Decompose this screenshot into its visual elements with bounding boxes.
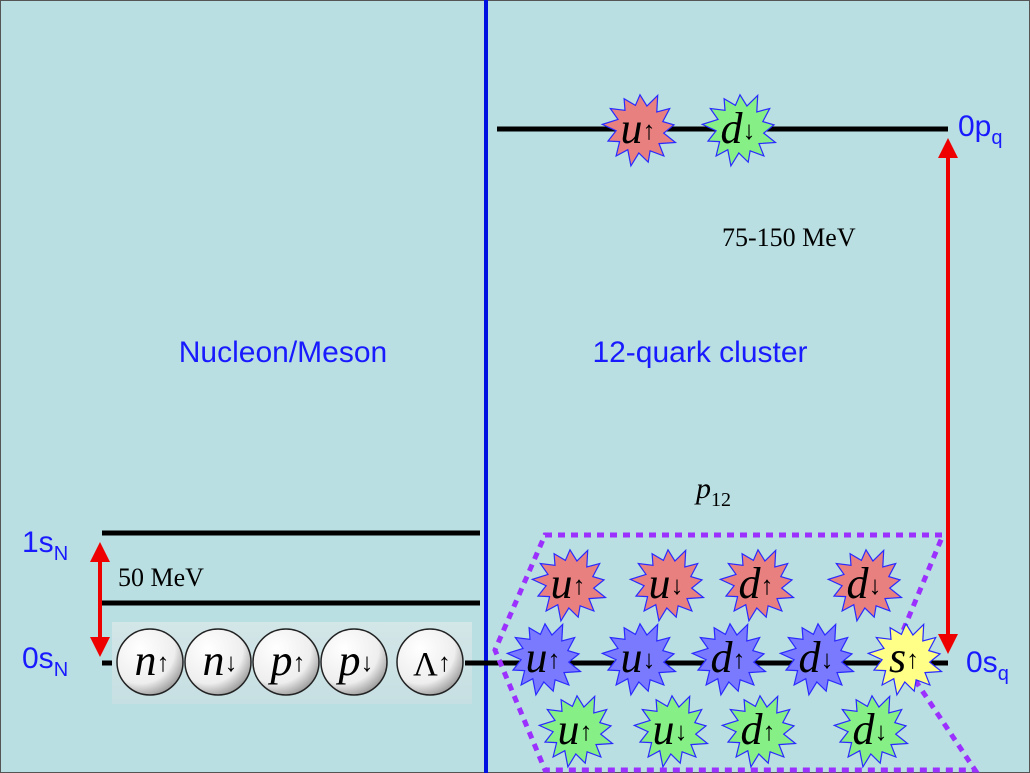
particle-sphere bbox=[116, 628, 184, 696]
quark-s-up-yellow: s↑ bbox=[866, 622, 944, 697]
quark-u-up-green: u↑ bbox=[537, 694, 615, 769]
quark-label: d↓ bbox=[799, 633, 834, 682]
quark-u-down-green: u↓ bbox=[632, 694, 710, 769]
quark-star-shape bbox=[832, 694, 910, 769]
quark-star-shape bbox=[632, 694, 710, 769]
nucleon-particles: n↑ n↓ p↑ p↓ Λ↑ bbox=[116, 628, 464, 696]
quark-label: u↑ bbox=[551, 559, 586, 608]
quark-d-down-green: d↓ bbox=[832, 694, 910, 769]
quark-u-up-red: u↑ bbox=[600, 93, 678, 168]
quark-label: d↓ bbox=[853, 705, 888, 754]
particle-sphere bbox=[396, 628, 464, 696]
quark-label: u↑ bbox=[558, 705, 593, 754]
particle-p-3: p↓ bbox=[320, 628, 388, 696]
level-0p-q-label: 0pq bbox=[958, 110, 1003, 149]
quark-d-down-blue: d↓ bbox=[778, 622, 856, 697]
quark-star-shape bbox=[600, 93, 678, 168]
level-1s-n-label: 1sN bbox=[22, 526, 68, 565]
particle-sphere bbox=[320, 628, 388, 696]
quark-label: d↓ bbox=[721, 104, 756, 153]
particle-p-2: p↑ bbox=[252, 628, 320, 696]
quark-d-up-red: d↑ bbox=[718, 548, 796, 623]
quark-star-shape bbox=[700, 93, 778, 168]
quark-label: u↑ bbox=[621, 104, 656, 153]
quark-star-shape bbox=[530, 548, 608, 623]
particle-label: p↑ bbox=[268, 636, 306, 685]
quark-u-down-blue: u↓ bbox=[600, 622, 678, 697]
particle-lambda-4: Λ↑ bbox=[396, 628, 464, 696]
quark-star-shape bbox=[690, 622, 768, 697]
left-panel-title: Nucleon/Meson bbox=[179, 336, 387, 369]
quark-u-up-blue: u↑ bbox=[505, 622, 583, 697]
quark-star-shape bbox=[718, 548, 796, 623]
quark-label: u↑ bbox=[526, 633, 561, 682]
quark-label: d↑ bbox=[739, 559, 774, 608]
quark-label: d↓ bbox=[847, 559, 882, 608]
gap-label-75-150mev: 75-150 MeV bbox=[722, 223, 856, 252]
quark-star-shape bbox=[628, 548, 706, 623]
particle-label: Λ↑ bbox=[413, 646, 451, 683]
quark-star-shape bbox=[537, 694, 615, 769]
particle-label: n↓ bbox=[203, 636, 238, 685]
particle-label: n↑ bbox=[135, 636, 170, 685]
cluster-label: p12 bbox=[694, 472, 731, 511]
quark-star-shape bbox=[505, 622, 583, 697]
quark-star-shape bbox=[600, 622, 678, 697]
quark-label: d↑ bbox=[711, 633, 746, 682]
particle-n-1: n↓ bbox=[184, 628, 252, 696]
particle-sphere bbox=[184, 628, 252, 696]
quark-label: u↓ bbox=[649, 559, 684, 608]
quark-d-down-green: d↓ bbox=[700, 93, 778, 168]
quark-u-down-red: u↓ bbox=[628, 548, 706, 623]
quark-label: d↑ bbox=[741, 705, 776, 754]
quark-label: s↑ bbox=[889, 633, 919, 682]
particle-sphere bbox=[252, 628, 320, 696]
quark-d-down-red: d↓ bbox=[826, 548, 904, 623]
quark-d-up-blue: d↑ bbox=[690, 622, 768, 697]
quark-star-shape bbox=[778, 622, 856, 697]
quark-star-shape bbox=[826, 548, 904, 623]
level-0s-n-label: 0sN bbox=[22, 642, 68, 681]
quark-stars: u↑ d↓u↑ u↓ d↑ d↓u↑ u↓ d↑ d↓ s↑u↑ u↓ d↑ d↓ bbox=[505, 93, 944, 769]
quark-u-up-red: u↑ bbox=[530, 548, 608, 623]
quark-d-up-green: d↑ bbox=[720, 694, 798, 769]
level-0s-q-label: 0sq bbox=[966, 646, 1009, 685]
quark-label: u↓ bbox=[653, 705, 688, 754]
particle-label: p↓ bbox=[336, 636, 374, 685]
particle-n-0: n↑ bbox=[116, 628, 184, 696]
quark-star-shape bbox=[720, 694, 798, 769]
cluster-outline bbox=[492, 532, 980, 773]
quark-star-shape bbox=[866, 622, 944, 697]
quark-label: u↓ bbox=[621, 633, 656, 682]
gap-label-50mev: 50 MeV bbox=[118, 563, 204, 592]
right-panel-title: 12-quark cluster bbox=[592, 336, 807, 369]
